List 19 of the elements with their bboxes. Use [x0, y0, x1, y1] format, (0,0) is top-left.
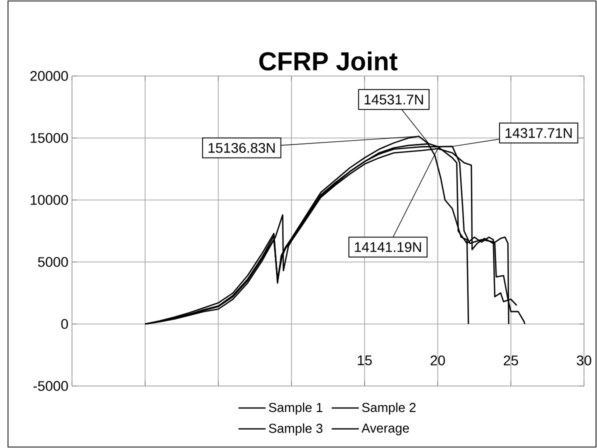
y-tick-label: -5000	[33, 381, 68, 391]
y-tick-label: 5000	[38, 257, 68, 267]
legend-label: Average	[362, 424, 409, 436]
y-tick-label: 20000	[30, 71, 68, 81]
x-tick-label: 15	[358, 356, 372, 366]
x-tick-label: 20	[430, 355, 445, 366]
annotation: 14141.19N	[354, 242, 421, 252]
annotation: 15136.83N	[208, 142, 275, 153]
legend-label: Sample 1	[268, 402, 322, 415]
y-tick-label: 10000	[30, 195, 68, 205]
legend-label: Sample 2	[362, 402, 416, 415]
annotation: 14531.7N	[364, 94, 423, 104]
chart-title: CFRP Joint	[259, 51, 398, 70]
y-tick-label: 15000	[30, 133, 68, 143]
legend-label: Sample 3	[268, 423, 322, 436]
y-tick-label: 0	[61, 319, 68, 329]
x-tick-label: 25	[504, 355, 518, 366]
annotation: 14317.71N	[506, 128, 572, 138]
x-tick-label: 30	[576, 355, 592, 366]
